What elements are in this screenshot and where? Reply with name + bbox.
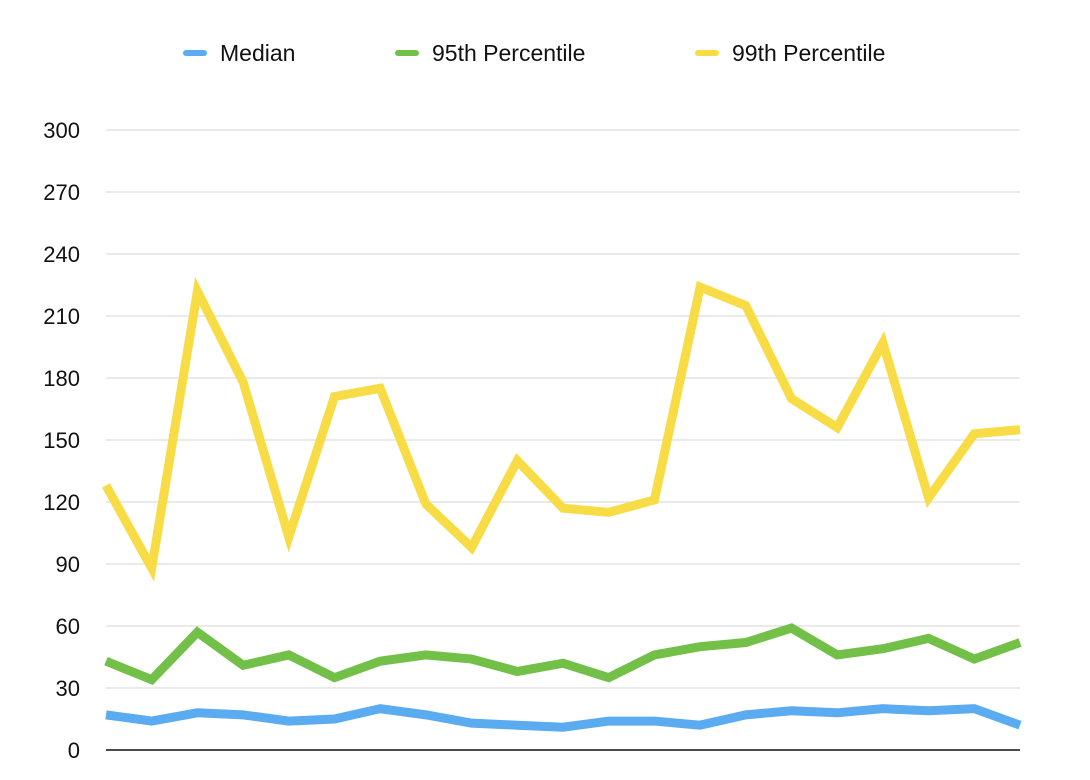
legend-item-95th-percentile: 95th Percentile [395, 40, 585, 66]
y-tick-label: 0 [68, 738, 80, 763]
legend-item-99th-percentile: 99th Percentile [695, 40, 885, 66]
series-lines [102, 276, 1022, 732]
legend-label: 95th Percentile [432, 40, 585, 66]
legend-item-median: Median [183, 40, 295, 66]
y-tick-label: 150 [43, 428, 80, 453]
y-tick-label: 300 [43, 118, 80, 143]
series-line-99th-percentile [102, 276, 1021, 582]
series-line-95th-percentile [104, 623, 1022, 686]
legend: Median 95th Percentile 99th Percentile [183, 40, 885, 66]
legend-label: 99th Percentile [732, 40, 885, 66]
y-tick-label: 180 [43, 366, 80, 391]
y-tick-label: 30 [56, 676, 80, 701]
y-axis-ticks: 0 30 60 90 120 150 180 210 240 270 300 [43, 118, 80, 763]
y-tick-label: 240 [43, 242, 80, 267]
y-tick-label: 90 [56, 552, 80, 577]
y-tick-label: 210 [43, 304, 80, 329]
y-tick-label: 120 [43, 490, 80, 515]
series-line-median [105, 704, 1022, 732]
y-tick-label: 270 [43, 180, 80, 205]
legend-label: Median [220, 40, 295, 66]
y-tick-label: 60 [56, 614, 80, 639]
gridlines [106, 129, 1020, 751]
